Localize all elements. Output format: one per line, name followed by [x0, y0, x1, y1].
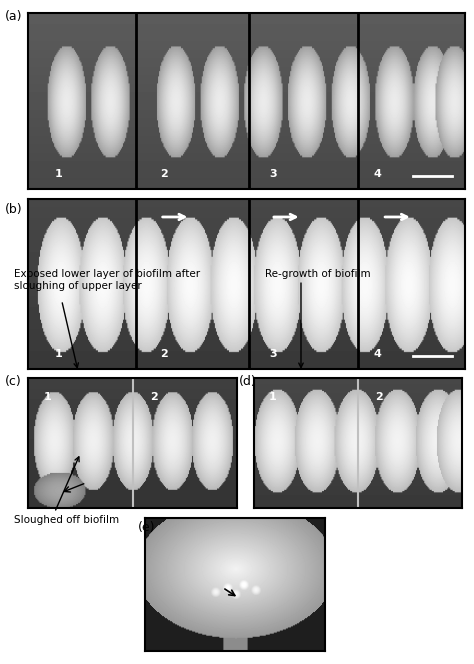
Text: 1: 1 [269, 392, 276, 402]
Text: 3: 3 [269, 349, 276, 359]
Text: (e): (e) [137, 521, 155, 535]
Text: 2: 2 [160, 349, 168, 359]
Text: Exposed lower layer of biofilm after
sloughing of upper layer: Exposed lower layer of biofilm after slo… [14, 269, 201, 291]
Text: (b): (b) [5, 203, 22, 216]
Text: (d): (d) [239, 375, 257, 388]
Text: 2: 2 [160, 169, 168, 179]
Text: Sloughed off biofilm: Sloughed off biofilm [14, 515, 119, 525]
Text: 4: 4 [374, 169, 382, 179]
Text: 1: 1 [55, 169, 63, 179]
Text: (a): (a) [5, 10, 22, 23]
Text: (c): (c) [5, 375, 21, 388]
Text: Re-growth of biofilm: Re-growth of biofilm [265, 269, 371, 279]
Text: 2: 2 [375, 392, 383, 402]
Text: 1: 1 [55, 349, 63, 359]
Text: 2: 2 [150, 392, 158, 402]
Text: 4: 4 [374, 349, 382, 359]
Text: 1: 1 [44, 392, 51, 402]
Text: 3: 3 [269, 169, 276, 179]
